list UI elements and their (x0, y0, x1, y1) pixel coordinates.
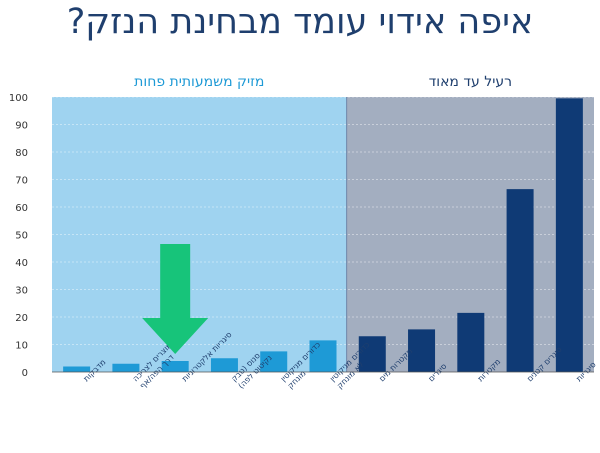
bar (260, 351, 288, 372)
y-tick-label: 40 (15, 258, 28, 269)
bar (112, 363, 140, 372)
y-tick-label: 90 (15, 121, 28, 132)
y-tick-label: 30 (15, 286, 28, 297)
bar (161, 361, 189, 372)
bar (63, 366, 91, 372)
left-region-label: מזיק משמעותית פחות (134, 74, 264, 90)
y-tick-label: 100 (9, 93, 28, 104)
bar (555, 98, 583, 372)
y-tick-label: 20 (15, 313, 28, 324)
y-tick-label: 50 (15, 231, 28, 242)
bar (457, 312, 485, 372)
y-tick-label: 0 (22, 368, 28, 379)
bar (408, 329, 436, 372)
y-tick-label: 60 (15, 203, 28, 214)
y-tick-label: 10 (15, 341, 28, 352)
bar (210, 358, 238, 372)
bar (309, 340, 337, 372)
page-title: איפה אידוי עומד מבחינת הנזק? (66, 2, 534, 42)
bar (506, 189, 534, 372)
y-tick-label: 70 (15, 176, 28, 187)
bar (358, 336, 386, 372)
y-tick-label: 80 (15, 148, 28, 159)
bars (63, 98, 583, 372)
highlight-arrow-icon (142, 244, 209, 354)
right-region-label: רעיל עד מאוד (429, 74, 512, 90)
y-axis-ticks: 0 10 20 30 40 50 60 70 80 90 100 (9, 93, 28, 379)
